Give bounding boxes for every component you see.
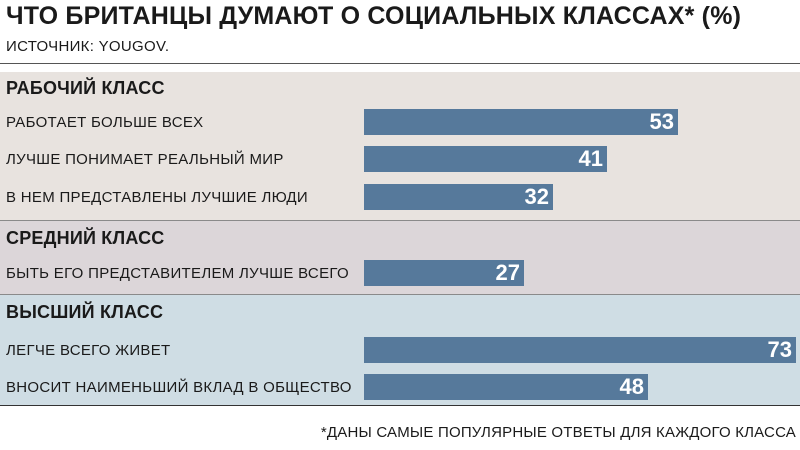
group-heading: ВЫСШИЙ КЛАСС: [6, 302, 164, 322]
section-divider: [0, 294, 800, 295]
bar: 32: [364, 184, 553, 210]
bar-value-label: 27: [495, 260, 520, 285]
bar-label: ВНОСИТ НАИМЕНЬШИЙ ВКЛАД В ОБЩЕСТВО: [6, 379, 352, 396]
bar-value-label: 32: [524, 184, 549, 209]
bottom-rule: [0, 405, 800, 406]
bar-value-label: 48: [619, 374, 644, 399]
chart-footnote: *ДАНЫ САМЫЕ ПОПУЛЯРНЫЕ ОТВЕТЫ ДЛЯ КАЖДОГ…: [320, 424, 796, 441]
bar-label: ЛЕГЧЕ ВСЕГО ЖИВЕТ: [6, 342, 171, 359]
chart-source: ИСТОЧНИК: YOUGOV.: [6, 38, 170, 55]
group-heading: СРЕДНИЙ КЛАСС: [6, 228, 165, 248]
bar-label: РАБОТАЕТ БОЛЬШЕ ВСЕХ: [6, 114, 204, 131]
top-rule: [0, 63, 800, 64]
bar-value-label: 41: [578, 146, 603, 171]
bar: 27: [364, 260, 524, 286]
bar: 48: [364, 374, 648, 400]
bar: 41: [364, 146, 607, 172]
bar-label: В НЕМ ПРЕДСТАВЛЕНЫ ЛУЧШИЕ ЛЮДИ: [6, 189, 308, 206]
section-divider: [0, 220, 800, 221]
bar-label: ЛУЧШЕ ПОНИМАЕТ РЕАЛЬНЫЙ МИР: [6, 151, 284, 168]
bar: 53: [364, 109, 678, 135]
bar-value-label: 73: [767, 337, 792, 362]
bar-label: БЫТЬ ЕГО ПРЕДСТАВИТЕЛЕМ ЛУЧШЕ ВСЕГО: [6, 265, 349, 282]
group-heading: РАБОЧИЙ КЛАСС: [6, 78, 165, 98]
bar: 73: [364, 337, 796, 363]
chart-title: ЧТО БРИТАНЦЫ ДУМАЮТ О СОЦИАЛЬНЫХ КЛАССАХ…: [6, 2, 742, 30]
bar-value-label: 53: [649, 109, 674, 134]
